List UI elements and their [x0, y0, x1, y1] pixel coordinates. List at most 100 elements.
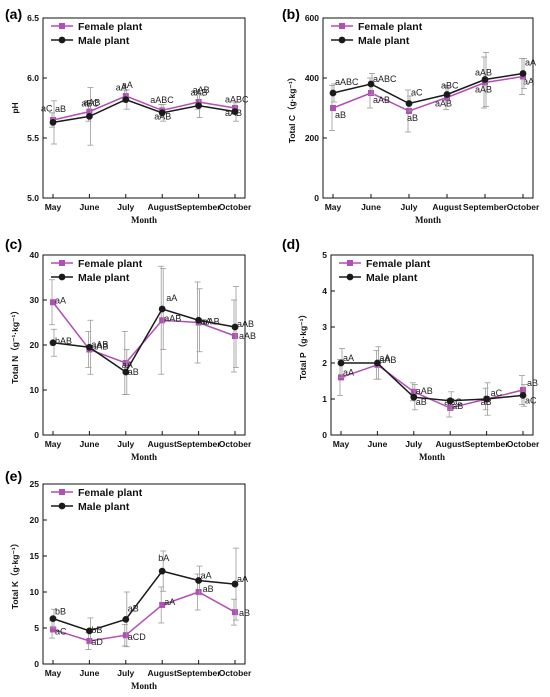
data-label: aC: [41, 103, 53, 113]
data-point-circle: [410, 393, 418, 401]
legend-marker-square: [59, 260, 65, 266]
legend-label: Female plant: [358, 21, 423, 33]
data-point-circle: [158, 305, 166, 313]
data-point-circle: [519, 392, 527, 399]
series-female: aC aD aCD aA aB aB: [49, 573, 250, 650]
data-label: aAB: [203, 317, 220, 327]
data-label: aAB: [475, 85, 492, 95]
y-tick-label: 6.0: [27, 73, 39, 83]
data-point-square: [86, 108, 93, 115]
series-female: aB aAB aB aAB aAB aA: [329, 56, 534, 133]
y-tick-label: 6.5: [27, 13, 39, 23]
x-tick-label: May: [45, 202, 62, 212]
y-tick-label: 0: [314, 193, 319, 203]
x-axis-title: Month: [131, 681, 157, 691]
data-label: aAB: [164, 313, 181, 323]
data-point-circle: [329, 89, 337, 97]
data-label: aA: [166, 293, 177, 303]
data-point-square: [159, 601, 166, 608]
data-point-circle: [195, 102, 203, 109]
data-label: aAB: [416, 386, 433, 396]
plot-frame: [330, 254, 534, 436]
series-male: bB bB aB bA aA aA: [49, 547, 248, 648]
data-label: aBC: [441, 81, 459, 91]
data-point-circle: [231, 108, 239, 115]
data-point-square: [50, 626, 56, 633]
data-label: aAB: [193, 85, 210, 95]
x-tick-label: May: [325, 202, 342, 212]
data-label: aB: [203, 584, 214, 594]
x-tick-label: September: [465, 439, 510, 449]
data-label: aB: [452, 401, 463, 411]
y-tick-label: 0: [322, 430, 327, 440]
series-female: aAaABaABaBCaCaB: [337, 349, 538, 418]
data-point-circle: [49, 615, 57, 623]
plot-frame: [322, 17, 534, 199]
data-label: aABC: [335, 77, 359, 87]
legend-marker-circle: [58, 502, 66, 510]
y-tick-label: 0: [34, 659, 39, 669]
legend-label: Male plant: [366, 272, 418, 284]
data-label: aC: [55, 626, 67, 636]
x-tick-label: June: [367, 439, 387, 449]
series-line: [52, 308, 236, 374]
y-tick-label: 4: [322, 286, 327, 296]
data-point-circle: [446, 397, 454, 405]
x-tick-label: October: [507, 439, 540, 449]
data-point-square: [50, 299, 56, 306]
x-tick-label: June: [79, 668, 99, 678]
series-line: [52, 591, 236, 642]
data-point-square: [520, 387, 526, 393]
x-tick-label: June: [361, 202, 381, 212]
chart-panel-5: (e) 0 5 10 15 20 25 May June July August SeptemberO…: [5, 468, 252, 691]
x-tick-label: August: [148, 668, 177, 678]
data-point-square: [330, 105, 336, 111]
x-tick-label: June: [79, 202, 99, 212]
x-tick-label: May: [45, 439, 62, 449]
legend-marker-circle: [346, 273, 354, 281]
data-label: aA: [116, 83, 127, 93]
data-label: aA: [122, 80, 133, 90]
data-label: aA: [379, 353, 390, 363]
legend-marker-square: [347, 260, 353, 266]
y-tick-label: 10: [30, 587, 40, 597]
x-tick-label: July: [117, 439, 134, 449]
y-tick-label: 15: [30, 551, 40, 561]
x-tick-label: August: [148, 439, 177, 449]
data-point-circle: [519, 70, 527, 77]
data-label: aA: [55, 295, 66, 305]
legend-label: Female plant: [78, 487, 143, 499]
legend-marker-circle: [58, 273, 66, 281]
plot-frame: [42, 483, 246, 665]
legend-label: Female plant: [78, 21, 143, 33]
legend-label: Male plant: [78, 272, 130, 284]
data-point-circle: [195, 316, 203, 324]
panel-label: (b): [282, 6, 300, 22]
legend: Female plant Male plant: [331, 21, 423, 47]
x-tick-label: September: [177, 439, 222, 449]
data-point-square: [122, 360, 129, 366]
y-tick-label: 20: [30, 340, 40, 350]
data-point-circle: [405, 100, 413, 107]
data-label: aA: [164, 597, 175, 607]
y-tick-label: 25: [30, 479, 40, 489]
data-label: aAB: [154, 111, 171, 121]
y-axis-title: Total N（g⁻¹·kg⁻¹）: [10, 306, 20, 384]
legend: Female plant Male plant: [51, 487, 143, 513]
series-male: aC aBC aA aABC aAB aABC: [41, 83, 249, 146]
data-label: aAB: [475, 68, 492, 78]
y-axis-title: Total K（g·kg⁻¹）: [10, 539, 20, 609]
data-point-circle: [86, 113, 93, 120]
data-label: aB: [481, 397, 492, 407]
data-point-square: [195, 99, 202, 105]
legend-marker-square: [339, 23, 345, 29]
legend-label: Female plant: [366, 258, 431, 270]
data-label: bB: [55, 607, 66, 617]
data-label: aAB: [191, 88, 208, 98]
data-point-circle: [86, 343, 93, 351]
legend-marker-circle: [58, 36, 66, 44]
data-point-square: [122, 93, 129, 99]
data-label: aA: [122, 360, 133, 370]
x-tick-label: July: [117, 202, 134, 212]
